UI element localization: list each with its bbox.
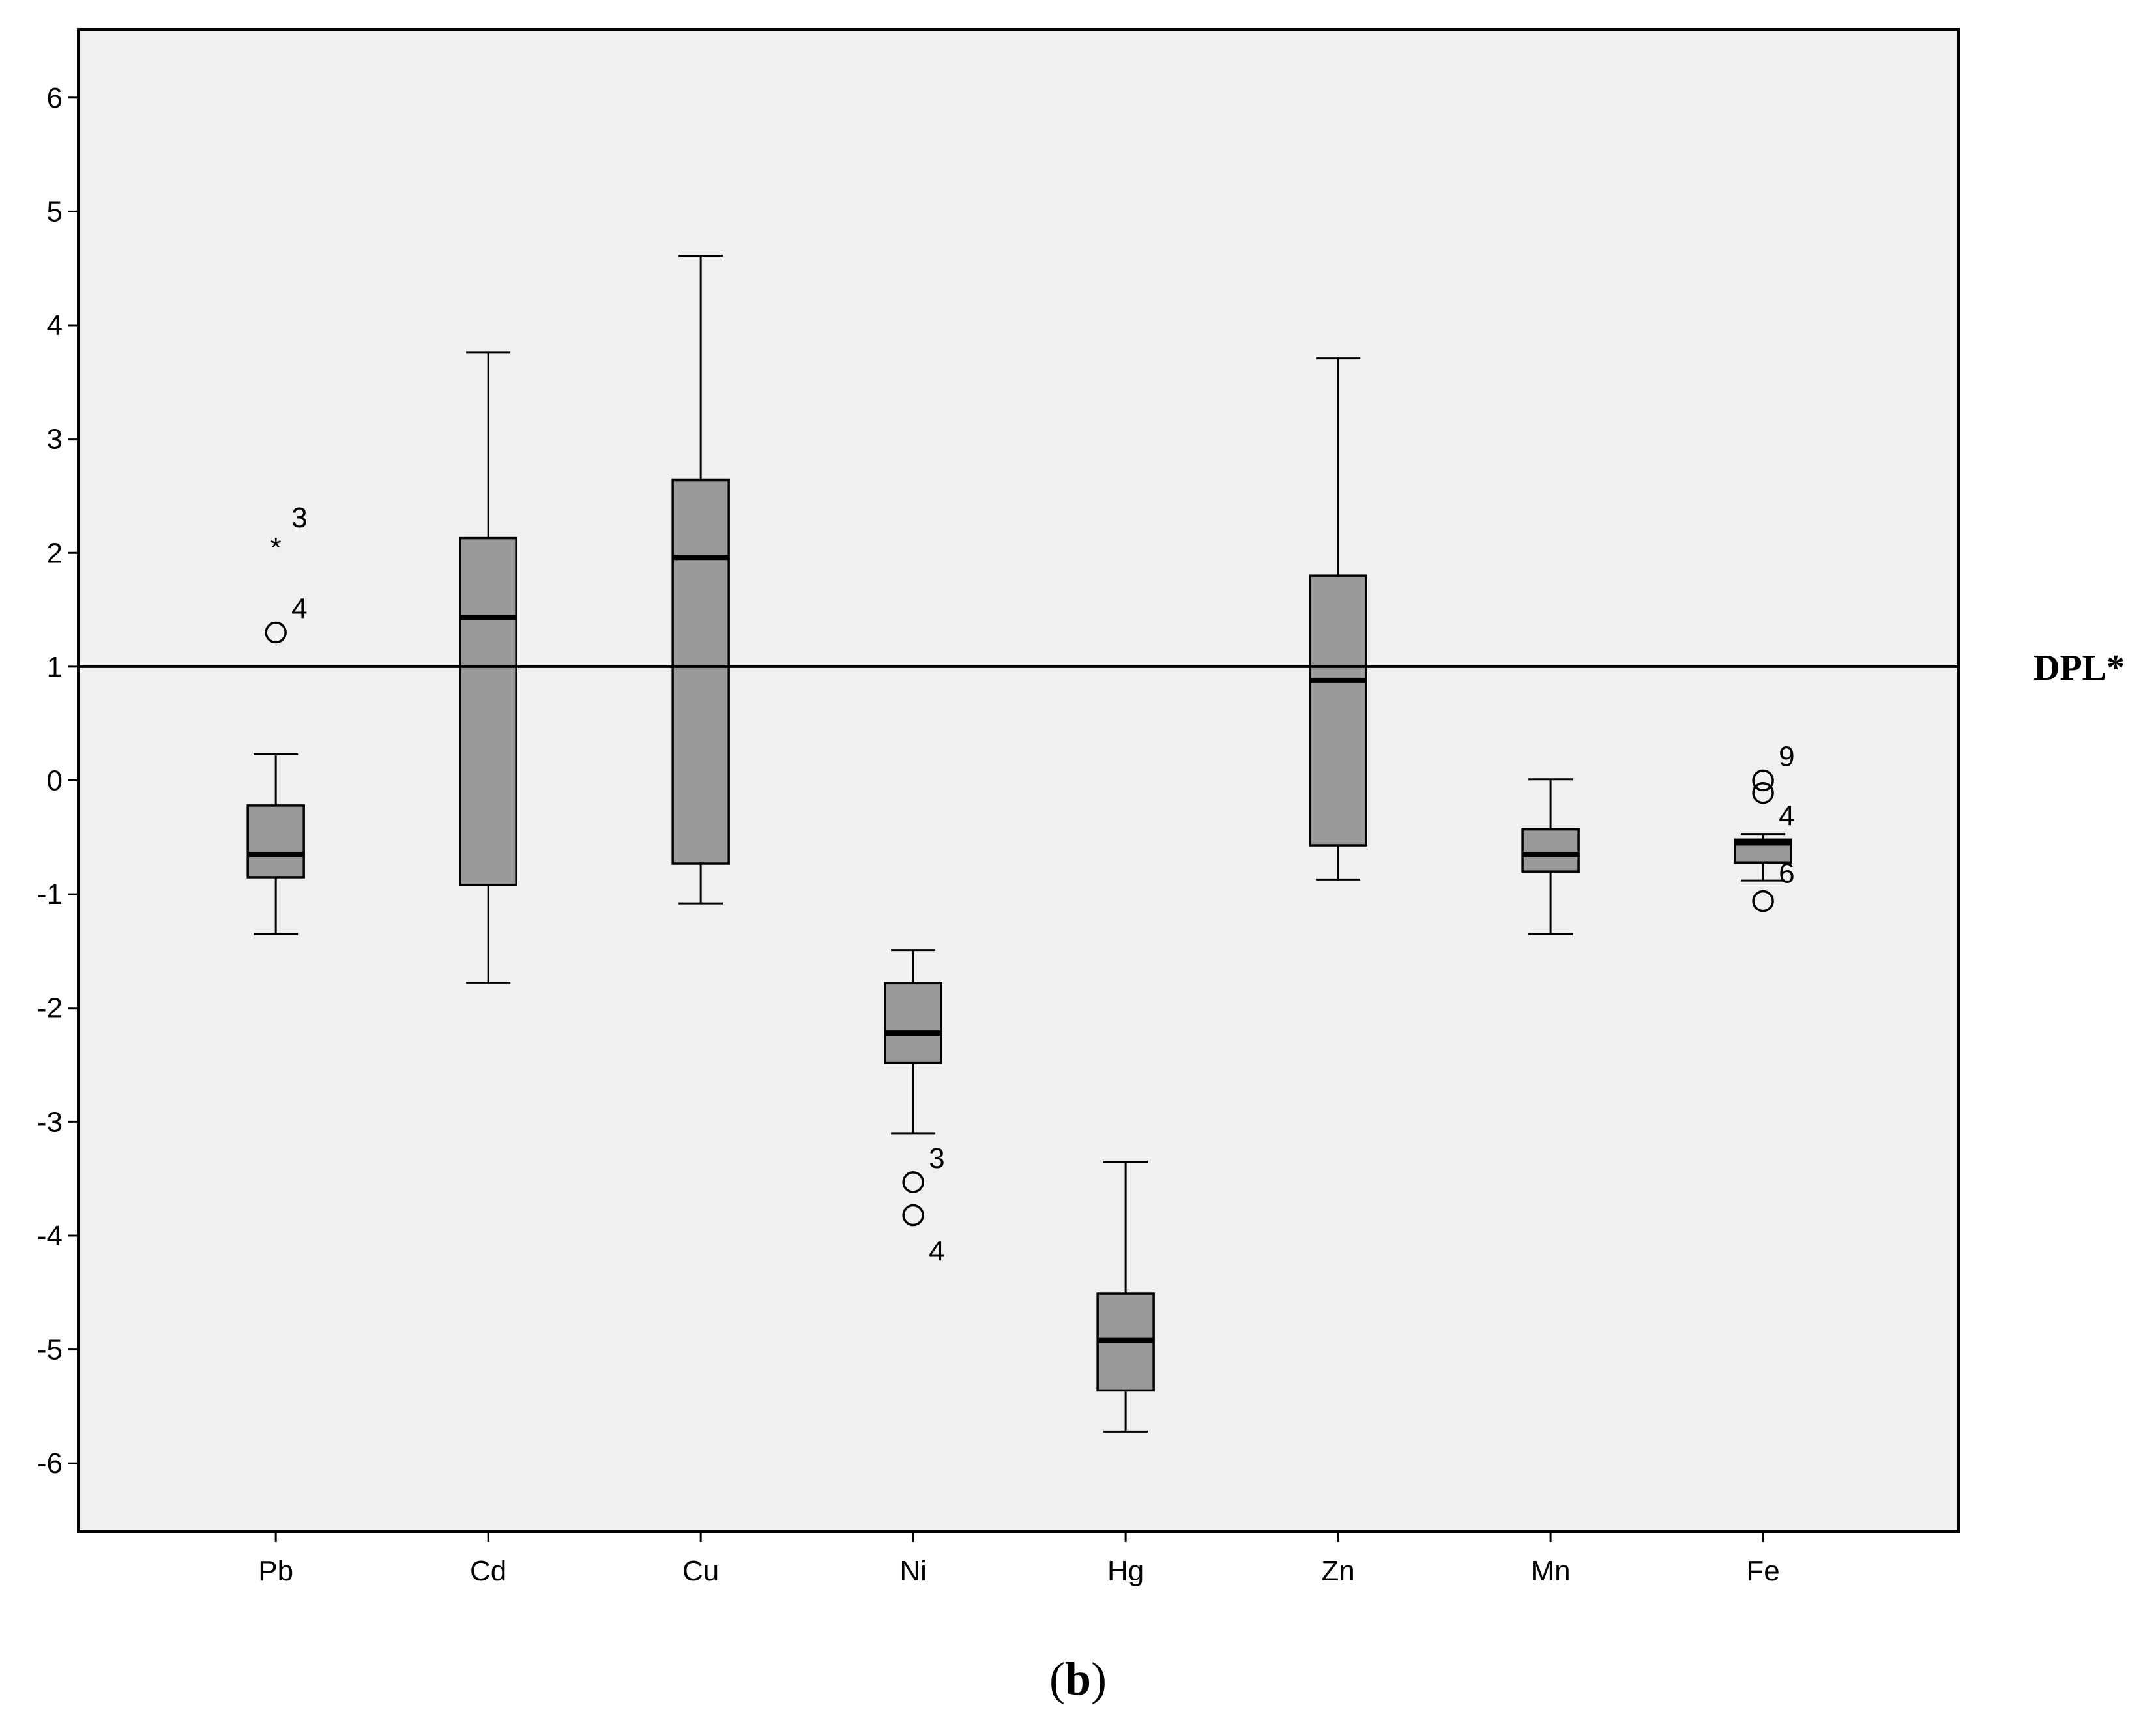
outlier-circle (1752, 890, 1774, 912)
outlier-star: * (270, 532, 282, 564)
outlier-label: 4 (1779, 800, 1794, 832)
y-tick-label: 5 (47, 196, 63, 227)
y-tick-label: 4 (47, 310, 63, 342)
x-tick-label: Cu (682, 1555, 719, 1587)
outlier-label: 6 (1779, 858, 1794, 890)
y-tick-label: 6 (47, 82, 63, 114)
box-series (246, 254, 1792, 1433)
x-tick-label: Pb (258, 1555, 293, 1587)
y-axis: 6 5 4 3 2 1 0 -1 -2 -3 -4 -5 -6 (37, 82, 78, 1479)
x-tick-label: Ni (899, 1555, 927, 1587)
y-tick-label: -2 (37, 993, 63, 1025)
iqr-box (671, 478, 730, 865)
y-tick-label: 3 (47, 424, 63, 456)
box-pb (246, 753, 305, 935)
iqr-box (246, 804, 305, 879)
outlier-circle (1752, 769, 1774, 792)
panel-label: (b) (1049, 1653, 1107, 1705)
outlier-label: 4 (291, 592, 307, 624)
x-axis: Pb Cd Cu Ni Hg Zn Mn Fe (258, 1532, 1780, 1587)
y-tick-label: 2 (47, 537, 63, 569)
outlier-label: 4 (929, 1236, 944, 1268)
outlier-circle (265, 621, 287, 644)
box-hg (1096, 1160, 1155, 1433)
outlier-circle (902, 1204, 924, 1227)
box-cd (459, 351, 517, 984)
plot-area (77, 28, 1960, 1533)
box-fe (1734, 833, 1792, 882)
outlier-series: * 3 4 3 4 9 4 6 (265, 502, 1795, 1268)
x-tick-label: Zn (1321, 1555, 1354, 1587)
y-tick-label: -3 (37, 1106, 63, 1138)
x-tick-label: Mn (1531, 1555, 1571, 1587)
outlier-circle (902, 1171, 924, 1193)
outlier-label: 9 (1779, 741, 1794, 773)
box-mn (1521, 778, 1580, 935)
iqr-box (459, 536, 517, 886)
iqr-box (1521, 828, 1580, 873)
y-tick-label: -6 (37, 1448, 63, 1479)
iqr-box (884, 982, 942, 1064)
x-tick-label: Fe (1746, 1555, 1779, 1587)
box-zn (1309, 357, 1367, 881)
x-tick-label: Cd (470, 1555, 506, 1587)
box-cu (671, 254, 730, 905)
x-tick-label: Hg (1107, 1555, 1144, 1587)
reference-line-label: DPL* (2033, 648, 2125, 688)
y-tick-label: 0 (47, 765, 63, 797)
y-tick-label: -1 (37, 879, 63, 910)
y-tick-label: -5 (37, 1334, 63, 1366)
iqr-box (1309, 574, 1367, 847)
outlier-label: 3 (291, 502, 307, 534)
y-tick-label: 1 (47, 651, 63, 683)
outlier-label: 3 (929, 1143, 944, 1174)
box-ni (884, 949, 942, 1135)
y-tick-label: -4 (37, 1220, 63, 1252)
outlier-circle (1752, 781, 1774, 804)
